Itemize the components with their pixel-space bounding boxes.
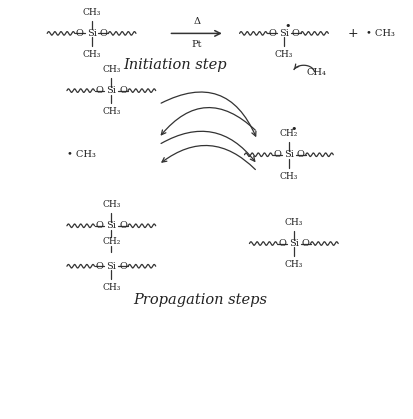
Text: CH₂: CH₂ xyxy=(102,237,120,246)
Text: •: • xyxy=(290,124,297,134)
Text: Si: Si xyxy=(106,86,116,95)
Text: O: O xyxy=(99,29,107,38)
Text: CH₃: CH₃ xyxy=(284,260,302,269)
Text: • CH₃: • CH₃ xyxy=(366,29,394,38)
Text: Si: Si xyxy=(106,262,116,271)
Text: O: O xyxy=(273,150,280,159)
Text: CH₄: CH₄ xyxy=(306,68,326,78)
Text: • CH₃: • CH₃ xyxy=(67,150,96,159)
Text: CH₃: CH₃ xyxy=(102,200,120,209)
Text: O: O xyxy=(301,239,309,248)
Text: Si: Si xyxy=(106,221,116,230)
Text: CH₃: CH₃ xyxy=(102,283,120,292)
Text: O: O xyxy=(95,262,103,271)
Text: O: O xyxy=(278,239,285,248)
Text: O: O xyxy=(119,221,127,230)
Text: Pt: Pt xyxy=(191,40,202,49)
Text: O: O xyxy=(119,262,127,271)
Text: O: O xyxy=(95,86,103,95)
Text: CH₃: CH₃ xyxy=(82,50,100,59)
Text: Propagation steps: Propagation steps xyxy=(133,293,266,307)
Text: O: O xyxy=(76,29,83,38)
Text: +: + xyxy=(347,27,358,40)
Text: CH₃: CH₃ xyxy=(102,65,120,74)
Text: Δ: Δ xyxy=(193,18,199,26)
Text: Si: Si xyxy=(86,29,96,38)
Text: CH₃: CH₃ xyxy=(279,171,297,181)
Text: •: • xyxy=(284,21,290,31)
Text: O: O xyxy=(119,86,127,95)
Text: Initiation step: Initiation step xyxy=(123,58,227,72)
Text: O: O xyxy=(95,221,103,230)
Text: O: O xyxy=(291,29,299,38)
Text: Si: Si xyxy=(283,150,293,159)
Text: CH₃: CH₃ xyxy=(82,8,100,17)
Text: CH₃: CH₃ xyxy=(284,218,302,227)
Text: O: O xyxy=(268,29,275,38)
Text: CH₃: CH₃ xyxy=(102,107,120,116)
Text: CH₃: CH₃ xyxy=(274,50,292,59)
Text: O: O xyxy=(296,150,304,159)
Text: Si: Si xyxy=(288,239,298,248)
Text: Si: Si xyxy=(278,29,288,38)
Text: CH₂: CH₂ xyxy=(279,129,297,138)
